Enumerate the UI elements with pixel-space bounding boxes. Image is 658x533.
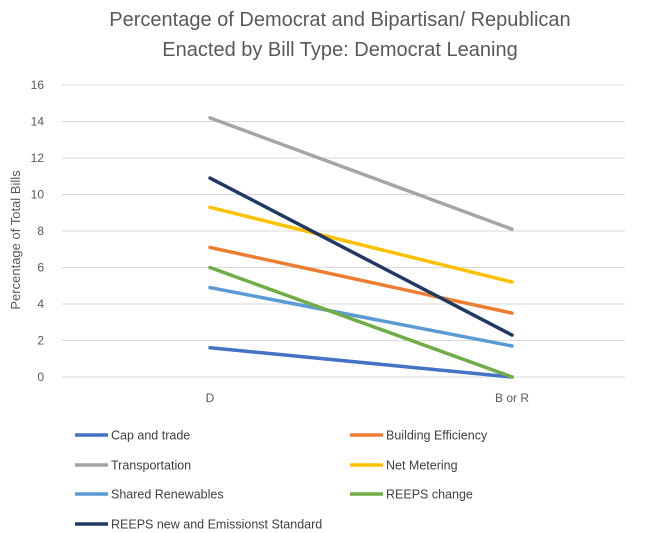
y-tick-6: 6 <box>37 261 44 275</box>
x-tick-1: B or R <box>495 391 529 405</box>
y-tick-14: 14 <box>31 115 45 129</box>
legend-label-3: Net Metering <box>386 459 458 473</box>
grid-lines <box>62 85 625 377</box>
chart-subtitle: Enacted by Bill Type: Democrat Leaning <box>162 39 517 61</box>
series-lines <box>210 118 512 377</box>
legend-label-4: Shared Renewables <box>111 488 224 502</box>
y-axis-label: Percentage of Total Bills <box>8 170 23 310</box>
legend-label-0: Cap and trade <box>111 429 190 443</box>
series-line-2 <box>210 118 512 229</box>
y-tick-12: 12 <box>31 151 45 165</box>
series-line-3 <box>210 207 512 282</box>
chart-title: Percentage of Democrat and Bipartisan/ R… <box>109 9 570 31</box>
y-tick-2: 2 <box>37 334 44 348</box>
y-tick-4: 4 <box>37 297 44 311</box>
y-tick-8: 8 <box>37 224 44 238</box>
y-tick-10: 10 <box>31 188 45 202</box>
series-line-5 <box>210 268 512 378</box>
x-tick-labels: D B or R <box>206 391 530 405</box>
legend: Cap and trade Building Efficiency Transpor… <box>75 429 488 532</box>
y-tick-0: 0 <box>37 370 44 384</box>
y-tick-labels: 0 2 4 6 8 10 12 14 16 <box>31 78 45 384</box>
x-tick-0: D <box>206 391 215 405</box>
legend-label-1: Building Efficiency <box>386 429 488 443</box>
legend-label-5: REEPS change <box>386 488 473 502</box>
legend-label-6: REEPS new and Emissionst Standard <box>111 518 322 532</box>
series-line-4 <box>210 288 512 346</box>
y-tick-16: 16 <box>31 78 45 92</box>
legend-label-2: Transportation <box>111 459 191 473</box>
